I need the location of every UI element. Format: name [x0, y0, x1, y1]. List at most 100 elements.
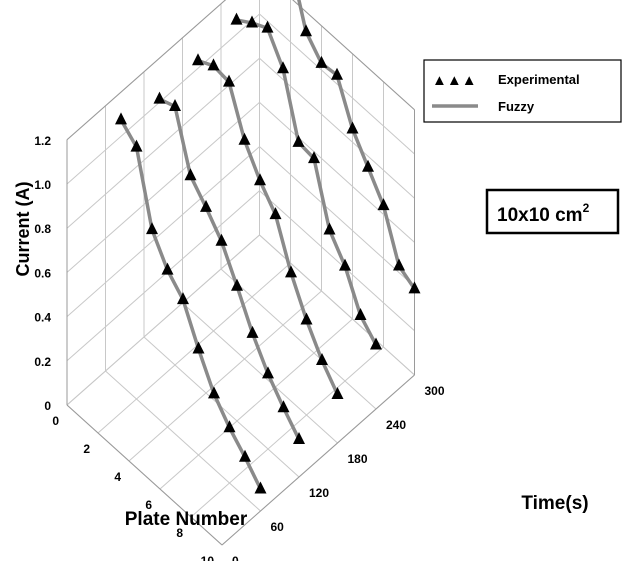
experimental-marker	[362, 159, 374, 172]
experimental-marker	[408, 281, 421, 294]
grid-line	[259, 234, 415, 376]
experimental-marker	[346, 121, 359, 134]
grid-line	[66, 0, 227, 141]
x-tick-label: 2	[83, 442, 90, 456]
fuzzy-line	[196, 58, 340, 397]
experimental-marker	[277, 61, 289, 74]
experimental-marker	[215, 233, 228, 246]
experimental-marker	[200, 199, 212, 212]
experimental-marker	[130, 139, 143, 152]
axis-edge	[66, 404, 223, 546]
z-tick-label: 300	[425, 384, 445, 398]
grid-line	[182, 302, 338, 444]
experimental-marker	[115, 112, 127, 125]
grid-line	[97, 262, 291, 434]
z-tick-label: 60	[271, 520, 285, 534]
legend-label-fuzzy: Fuzzy	[498, 99, 535, 114]
experimental-marker	[254, 481, 267, 494]
y-tick-label: 1.0	[34, 178, 51, 192]
grid-line	[105, 370, 261, 512]
x-axis-title: Plate Number	[125, 509, 248, 530]
annotation-text: 10x10 cm2	[497, 201, 590, 226]
experimental-marker	[377, 198, 390, 211]
y-tick-label: 0.2	[34, 355, 51, 369]
grid-line	[259, 13, 415, 155]
z-axis-title: Time(s)	[521, 493, 588, 514]
x-tick-label: 8	[176, 526, 183, 540]
axis-edge	[66, 0, 227, 141]
experimental-marker	[146, 222, 158, 235]
fuzzy-line	[119, 118, 263, 491]
experimental-marker	[300, 24, 312, 37]
x-tick-label: 4	[114, 470, 121, 484]
experimental-marker	[300, 312, 313, 325]
grid-line	[128, 290, 322, 462]
grid-line	[66, 102, 260, 273]
experimental-marker	[208, 386, 220, 399]
x-tick-label: 10	[201, 554, 215, 561]
grid-line	[220, 268, 377, 410]
fuzzy-line	[297, 0, 417, 291]
series-layer	[115, 0, 421, 494]
experimental-marker	[239, 449, 251, 462]
experimental-marker	[231, 278, 243, 291]
z-tick-label: 120	[309, 486, 329, 500]
grid-line	[66, 146, 260, 317]
experimental-marker	[323, 222, 336, 235]
experimental-marker	[223, 420, 236, 433]
experimental-marker	[161, 262, 174, 275]
experimental-marker	[354, 308, 367, 320]
experimental-marker	[339, 258, 351, 271]
experimental-marker	[331, 386, 344, 399]
experimental-marker	[292, 134, 305, 147]
y-axis-title: Current (A)	[13, 182, 33, 277]
z-tick-label: 0	[232, 554, 239, 561]
experimental-marker	[184, 168, 197, 181]
grid-line	[292, 0, 415, 111]
fuzzy-line	[157, 97, 301, 442]
experimental-marker	[246, 15, 258, 28]
axis-edge	[221, 374, 415, 546]
experimental-marker	[169, 98, 181, 111]
experimental-marker	[246, 325, 259, 338]
legend-box	[423, 59, 622, 123]
y-tick-label: 0.4	[34, 311, 51, 325]
grid-line	[159, 318, 353, 490]
x-tick-label: 6	[145, 498, 152, 512]
annotation-main: 10x10 cm	[497, 205, 583, 226]
experimental-marker	[393, 258, 405, 271]
experimental-marker	[192, 341, 205, 354]
fuzzy-line	[234, 18, 378, 347]
axis-edge	[292, 0, 415, 111]
y-tick-label: 0.8	[34, 222, 51, 236]
y-tick-label: 0	[44, 399, 51, 413]
experimental-marker	[331, 67, 343, 80]
z-tick-label: 240	[386, 418, 406, 432]
experimental-marker	[230, 12, 243, 25]
experimental-marker	[308, 151, 320, 164]
experimental-marker	[238, 132, 251, 145]
experimental-marker	[277, 400, 290, 413]
y-tick-label: 0.6	[34, 266, 51, 280]
experimental-marker	[316, 353, 328, 366]
annotation-box: 10x10 cm2	[485, 188, 620, 235]
legend-marker-symbols: ▲▲▲	[432, 72, 477, 89]
grid-line	[259, 190, 415, 332]
legend-label-experimental: Experimental	[498, 72, 580, 87]
tick-layer: 0 0.2 0.4 0.6 0.8 1.0 1.2 0 2 4 6 8 10 0 60 120 180 240 30…	[34, 134, 445, 561]
annotation-frame	[485, 188, 620, 235]
legend: ▲▲▲ Experimental Fuzzy	[423, 59, 622, 123]
y-tick-label: 1.2	[34, 134, 51, 148]
experimental-marker	[262, 366, 274, 379]
experimental-marker	[269, 207, 282, 220]
experimental-marker	[223, 74, 235, 87]
annotation-superscript: 2	[583, 201, 590, 215]
experimental-marker	[285, 265, 297, 278]
experimental-marker	[153, 91, 166, 104]
experimental-marker	[370, 337, 382, 350]
grid-line	[66, 190, 260, 362]
experimental-marker	[207, 58, 220, 71]
experimental-marker	[177, 292, 189, 305]
grid-line	[259, 102, 415, 243]
